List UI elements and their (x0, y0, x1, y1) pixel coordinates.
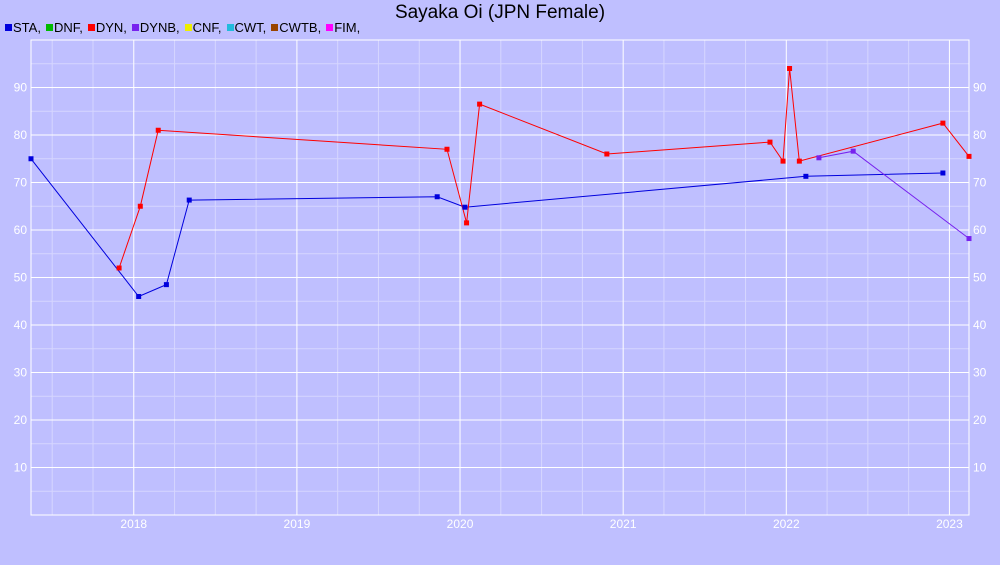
legend-item-sta: STA, (5, 20, 41, 35)
x-tick-label: 2022 (773, 517, 800, 531)
y-tick-label-right: 50 (973, 271, 987, 285)
data-point-dyn (137, 203, 143, 209)
legend-swatch (45, 24, 53, 31)
legend-item-dnf: DNF, (45, 20, 83, 35)
data-point-dyn (787, 66, 793, 71)
data-point-sta (136, 294, 142, 299)
data-point-dyn (780, 158, 786, 164)
data-point-sta (940, 170, 946, 176)
data-point-sta (186, 197, 192, 203)
plot-frame (30, 39, 970, 516)
legend-label: CWT, (234, 20, 267, 35)
data-point-dyn (464, 220, 470, 226)
y-tick-label-left: 10 (14, 461, 28, 475)
legend-item-dyn: DYN, (87, 20, 127, 35)
legend-swatch (271, 24, 279, 31)
legend-label: DYNB, (139, 20, 180, 35)
legend-label: CNF, (192, 20, 222, 35)
chart-title: Sayaka Oi (JPN Female) (394, 2, 606, 23)
x-tick-label: 2019 (284, 517, 311, 531)
x-tick-label: 2021 (610, 517, 637, 531)
legend-swatch (184, 24, 192, 31)
data-point-dyn (767, 139, 773, 145)
legend-item-cwt: CWT, (226, 20, 267, 35)
data-point-sta (163, 282, 169, 288)
y-tick-label-right: 10 (973, 461, 987, 475)
data-point-dynb (850, 148, 856, 154)
series-line-sta (30, 158, 943, 298)
y-tick-label-right: 30 (973, 366, 987, 380)
y-tick-label-left: 80 (14, 128, 28, 142)
legend-label: STA, (13, 20, 41, 35)
legend-label: FIM, (334, 20, 361, 35)
data-point-sta (434, 194, 440, 200)
x-tick-label: 2018 (120, 517, 147, 531)
legend-label: CWTB, (279, 20, 322, 35)
data-point-dyn (940, 120, 946, 126)
data-point-sta (28, 156, 34, 162)
data-point-dynb (966, 236, 972, 242)
legend-swatch (226, 24, 234, 31)
legend-label: DYN, (95, 20, 127, 35)
data-point-dyn (477, 101, 483, 107)
x-tick-label: 2023 (936, 517, 963, 531)
legend-item-cwtb: CWTB, (271, 20, 321, 35)
legend-item-fim: FIM, (326, 20, 360, 35)
legend-swatch (131, 24, 139, 31)
legend: STA, DNF, DYN, DYNB, CNF, CWT, CWTB, FIM, (5, 20, 365, 35)
series-line-dynb (818, 150, 970, 239)
data-point-dyn (444, 146, 450, 152)
data-point-sta (803, 173, 809, 179)
legend-swatch (5, 24, 12, 31)
y-tick-label-left: 50 (14, 271, 28, 285)
legend-swatch (87, 24, 95, 31)
y-tick-label-left: 40 (14, 318, 28, 332)
y-tick-label-right: 40 (973, 318, 987, 332)
data-point-dyn (116, 265, 122, 271)
x-tick-label: 2020 (447, 517, 474, 531)
y-tick-label-left: 90 (14, 81, 28, 95)
data-point-sta (462, 204, 468, 210)
y-tick-label-right: 90 (973, 81, 987, 95)
legend-label: DNF, (53, 20, 83, 35)
legend-item-dynb: DYNB, (131, 20, 180, 35)
y-tick-label-right: 20 (973, 413, 987, 427)
y-tick-label-left: 70 (14, 176, 28, 190)
y-tick-label-left: 30 (14, 366, 28, 380)
series-line-dyn (118, 68, 970, 269)
data-point-dynb (816, 155, 822, 161)
y-tick-label-right: 80 (973, 128, 987, 142)
data-point-dyn (966, 153, 972, 159)
y-tick-label-left: 60 (14, 223, 28, 237)
data-point-dyn (796, 158, 802, 164)
data-point-dyn (604, 151, 610, 157)
legend-swatch (326, 24, 334, 31)
legend-item-cnf: CNF, (184, 20, 222, 35)
y-tick-label-left: 20 (14, 413, 28, 427)
data-point-dyn (155, 127, 161, 133)
y-tick-label-right: 60 (973, 223, 987, 237)
y-tick-label-right: 70 (973, 176, 987, 190)
